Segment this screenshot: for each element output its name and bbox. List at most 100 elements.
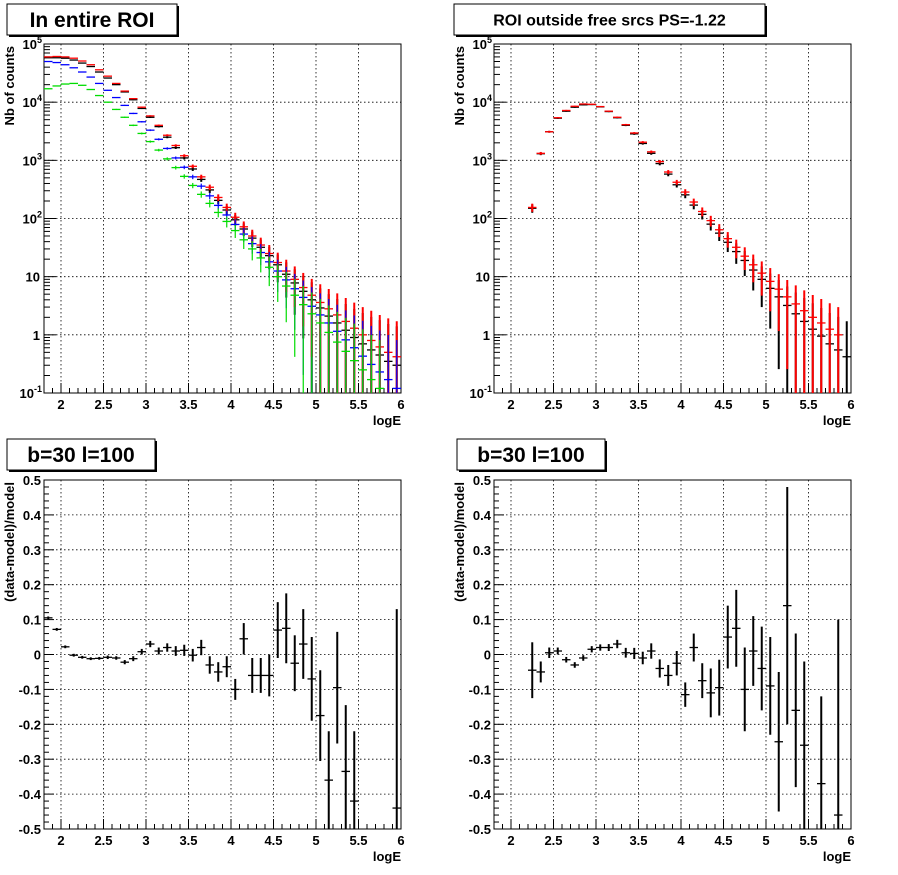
data-point xyxy=(146,116,155,118)
y-tick-label: 104 xyxy=(473,93,492,110)
data-point xyxy=(52,627,61,631)
data-point xyxy=(86,657,95,661)
y-tick-label: 0.5 xyxy=(473,473,491,488)
data-point xyxy=(706,668,715,718)
x-tick-label: 4 xyxy=(677,397,685,412)
data-point xyxy=(350,323,359,393)
data-point xyxy=(307,637,316,721)
y-tick-label: 105 xyxy=(23,35,42,52)
data-point xyxy=(579,655,588,661)
data-point xyxy=(800,290,809,393)
data-point xyxy=(664,664,673,686)
data-point xyxy=(163,136,172,139)
y-tick-label: 10-1 xyxy=(20,384,42,401)
y-axis-label: (data-model)/model xyxy=(2,482,17,602)
data-point xyxy=(197,639,206,656)
data-point xyxy=(774,274,783,332)
x-axis-label: logE xyxy=(373,849,401,864)
chart-title: b=30 l=100 xyxy=(27,444,134,467)
data-point xyxy=(146,115,155,117)
data-point xyxy=(61,83,70,85)
y-tick-label: 0.2 xyxy=(473,578,491,593)
data-point xyxy=(205,199,214,208)
data-point xyxy=(112,82,121,85)
data-point xyxy=(290,635,299,692)
data-point xyxy=(86,88,95,91)
title-box xyxy=(6,3,178,36)
y-axis: 10-1 1 10 102 103 104 105 Nb of counts xyxy=(2,35,56,401)
x-tick-label: 3 xyxy=(142,397,149,412)
data-point xyxy=(613,116,622,118)
data-point xyxy=(681,682,690,707)
series-3 xyxy=(44,60,401,393)
y-tick-label: 0.4 xyxy=(473,508,492,523)
data-point xyxy=(146,129,155,132)
data-point xyxy=(562,656,571,663)
data-point xyxy=(112,84,121,86)
y-tick-label: 0.1 xyxy=(23,613,41,628)
chart-title: ROI outside free srcs PS=-1.22 xyxy=(493,12,726,29)
x-axis-label: logE xyxy=(373,413,401,428)
data-point xyxy=(163,147,172,150)
data-point xyxy=(621,123,630,126)
data-point xyxy=(655,160,664,164)
grid-lines xyxy=(494,44,851,393)
plot-frame xyxy=(493,479,852,830)
data-point xyxy=(647,150,656,154)
data-point xyxy=(112,108,121,111)
data-point xyxy=(231,224,240,238)
data-point xyxy=(171,156,180,160)
data-point xyxy=(188,174,197,180)
data-point xyxy=(129,124,138,127)
series-2 xyxy=(44,55,401,393)
data-point xyxy=(307,292,316,393)
x-tick-label: 3 xyxy=(592,833,599,848)
y-tick-label: 0.1 xyxy=(473,613,491,628)
x-tick-label: 4 xyxy=(227,833,235,848)
data-point xyxy=(188,182,197,189)
y-tick-label: -0.1 xyxy=(19,682,41,697)
data-point xyxy=(689,198,698,206)
data-point xyxy=(78,655,87,659)
data-point xyxy=(757,626,766,711)
data-point xyxy=(214,194,223,202)
y-axis-label: Nb of counts xyxy=(2,46,17,125)
data-point xyxy=(341,705,350,829)
data-point xyxy=(188,164,197,169)
y-axis-label: (data-model)/model xyxy=(452,482,467,602)
x-tick-label: 4.5 xyxy=(264,397,282,412)
data-point xyxy=(545,130,554,133)
data-point xyxy=(78,84,87,86)
y-tick-label: -0.2 xyxy=(469,717,491,732)
data-point xyxy=(316,299,325,393)
data-point xyxy=(613,639,622,649)
y-tick-label: 0.5 xyxy=(23,473,41,488)
data-point xyxy=(324,731,333,829)
data-point xyxy=(69,653,78,657)
x-tick-label: 3.5 xyxy=(179,397,197,412)
data-point xyxy=(732,589,741,667)
data-point xyxy=(163,643,172,652)
data-point xyxy=(256,248,265,273)
data-point xyxy=(647,643,656,659)
data-point xyxy=(299,285,308,393)
y-axis: 10-1 1 10 102 103 104 105 Nb of counts xyxy=(452,35,506,401)
x-tick-label: 6 xyxy=(397,833,404,848)
data-point xyxy=(358,329,367,393)
data-point xyxy=(239,623,248,655)
grid-lines xyxy=(494,480,851,829)
data-point xyxy=(205,192,214,200)
data-point xyxy=(528,642,537,699)
data-point xyxy=(112,96,121,99)
y-axis: -0.5 -0.4 -0.3 -0.2 -0.1 0 0.1 0.2 0.3 0.4 0.5 (dat… xyxy=(452,473,504,837)
data-point xyxy=(188,648,197,662)
data-point xyxy=(655,659,664,678)
data-point xyxy=(103,75,112,77)
data-point xyxy=(698,663,707,699)
data-point xyxy=(553,117,562,119)
data-point xyxy=(205,656,214,674)
data-point xyxy=(95,71,104,73)
y-tick-label: 0 xyxy=(484,648,491,663)
